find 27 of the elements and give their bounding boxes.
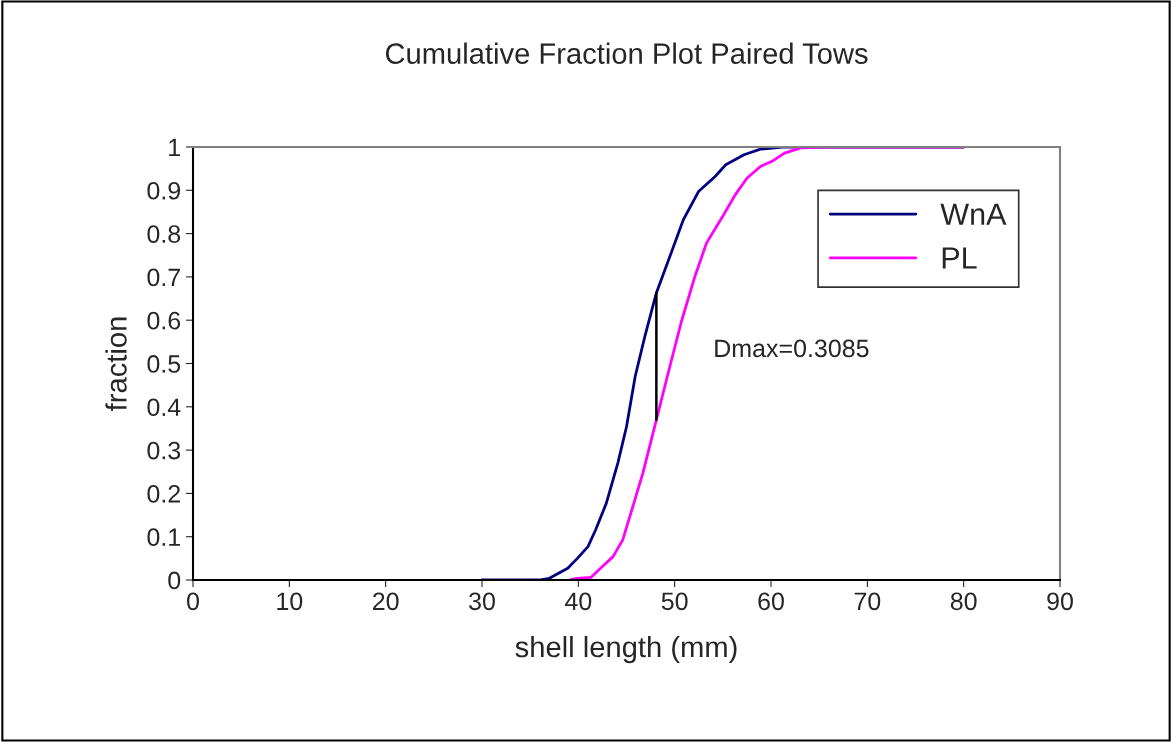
y-tick-label: 0 (168, 571, 181, 590)
x-tick-label: 0 (187, 592, 199, 611)
y-tick-label: 0.5 (147, 355, 181, 373)
x-tick-label: 90 (1047, 592, 1073, 611)
x-axis-title: shell length (mm) (515, 635, 737, 664)
chart-title: Cumulative Fraction Plot Paired Tows (385, 42, 868, 64)
y-tick-label: 0.9 (147, 181, 181, 200)
x-tick-label: 10 (277, 592, 303, 611)
x-tick-label: 70 (854, 592, 881, 611)
y-tick-label: 0.6 (147, 311, 181, 330)
y-tick-label: 0.4 (147, 398, 181, 417)
y-tick-label: 0.3 (147, 441, 181, 460)
x-tick-label: 50 (661, 592, 688, 611)
y-tick-label: 0.7 (147, 268, 180, 287)
y-axis-title: fraction (105, 317, 127, 411)
x-tick-label: 20 (373, 592, 399, 611)
x-tick-label: 60 (758, 592, 784, 611)
x-tick-label: 40 (565, 592, 592, 611)
legend-label: WnA (940, 203, 1007, 225)
y-tick-label: 1 (169, 138, 180, 157)
y-tick-label: 0.2 (147, 485, 180, 503)
annotation: Dmax=0.3085 (715, 339, 869, 358)
x-tick-label: 80 (950, 592, 977, 611)
x-tick-label: 30 (469, 592, 495, 611)
legend-label: PL (942, 247, 977, 269)
y-tick-label: 0.8 (147, 225, 181, 243)
y-tick-label: 0.1 (147, 528, 180, 546)
